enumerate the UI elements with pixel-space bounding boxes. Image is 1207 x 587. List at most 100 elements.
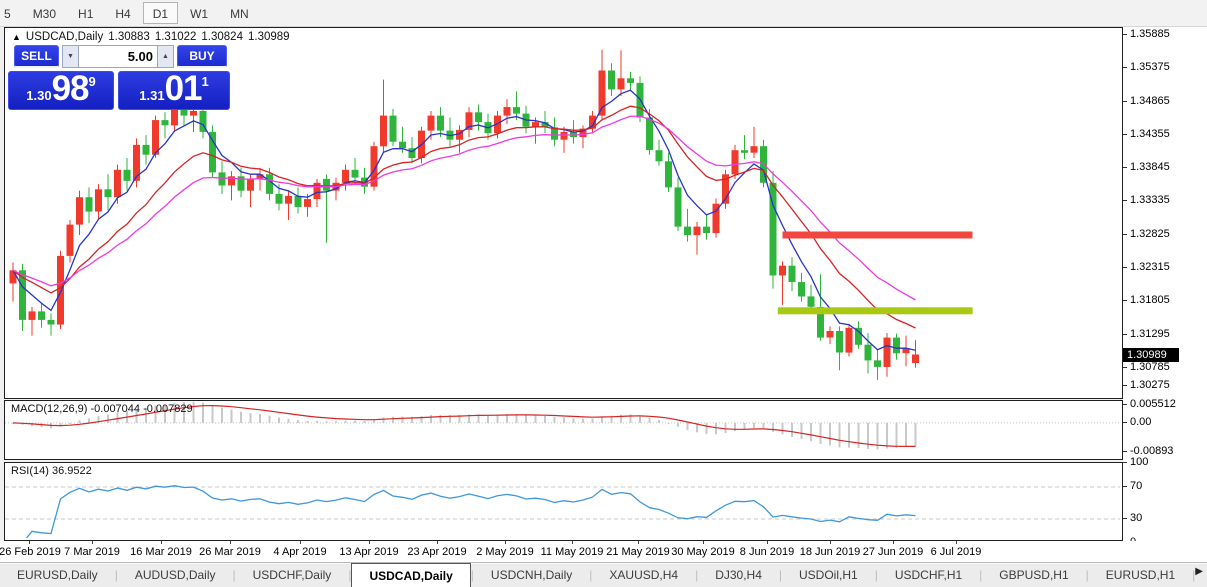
tab-usdchf-daily[interactable]: USDCHF,Daily bbox=[252, 568, 332, 582]
volume-up-button[interactable]: ▲ bbox=[157, 45, 174, 68]
timeframe-button-m30[interactable]: M30 bbox=[23, 2, 66, 24]
date-label: 26 Feb 2019 bbox=[0, 546, 61, 558]
date-tick bbox=[161, 541, 162, 544]
buy-price-prefix: 1.31 bbox=[139, 88, 165, 103]
price-axis-label: 1.35885 bbox=[1123, 28, 1170, 40]
tab-separator: | bbox=[589, 568, 593, 582]
timeframe-button-h1[interactable]: H1 bbox=[68, 2, 103, 24]
price-axis-label: 1.34355 bbox=[1123, 128, 1170, 140]
tab-separator: | bbox=[778, 568, 783, 582]
collapse-icon[interactable]: ▲ bbox=[12, 32, 21, 42]
date-label: 30 May 2019 bbox=[671, 546, 735, 558]
date-tick bbox=[29, 541, 30, 544]
buy-price-display[interactable]: 1.31 01 1 bbox=[118, 71, 230, 110]
chart-window[interactable]: ▲ USDCAD,Daily 1.30883 1.31022 1.30824 1… bbox=[4, 27, 1123, 399]
chart-tabs: EURUSD,Daily | AUDUSD,Daily | USDCHF,Daily | U… bbox=[0, 562, 1207, 587]
macd-label: MACD(12,26,9) -0.007044 -0.007829 bbox=[11, 403, 193, 415]
date-label: 23 Apr 2019 bbox=[407, 546, 467, 558]
rsi-indicator-window[interactable]: RSI(14) 36.9522 bbox=[4, 462, 1123, 541]
current-price-tag: 1.30989 bbox=[1123, 347, 1179, 362]
date-tick bbox=[300, 541, 301, 544]
timeframe-toolbar: 5 M30 H1 H4 D1 W1 MN bbox=[0, 0, 1207, 27]
rsi-axis-label: 30 bbox=[1123, 512, 1142, 524]
macd-indicator-window[interactable]: MACD(12,26,9) -0.007044 -0.007829 bbox=[4, 400, 1123, 460]
tab-separator: | bbox=[470, 568, 474, 582]
date-tick bbox=[638, 541, 639, 544]
date-label: 26 Mar 2019 bbox=[199, 546, 261, 558]
date-tick bbox=[703, 541, 704, 544]
price-axis-label: 1.31295 bbox=[1123, 328, 1170, 340]
date-label: 2 May 2019 bbox=[476, 546, 534, 558]
rsi-axis-label: 70 bbox=[1123, 480, 1142, 492]
buy-button[interactable]: BUY bbox=[177, 45, 227, 68]
date-label: 13 Apr 2019 bbox=[339, 546, 399, 558]
timeframe-button-mn[interactable]: MN bbox=[220, 2, 259, 24]
tab-scroll-right-icon[interactable]: ▶ bbox=[1195, 566, 1203, 577]
tab-gbpusd-h1[interactable]: GBPUSD,H1 bbox=[999, 568, 1069, 582]
tab-audusd-daily[interactable]: AUDUSD,Daily bbox=[134, 568, 216, 582]
ohlc-high: 1.31022 bbox=[154, 31, 197, 43]
tab-eurusd-h1[interactable]: EURUSD,H1 bbox=[1105, 568, 1176, 582]
date-tick bbox=[230, 541, 231, 544]
sell-price-sup: 9 bbox=[88, 74, 96, 89]
ohlc-open: 1.30883 bbox=[108, 31, 150, 43]
ohlc-low: 1.30824 bbox=[201, 31, 243, 43]
timeframe-button-5[interactable]: 5 bbox=[1, 2, 21, 24]
tab-separator: | bbox=[232, 568, 236, 582]
date-tick bbox=[92, 541, 93, 544]
date-tick bbox=[572, 541, 573, 544]
price-axis-label: 1.35375 bbox=[1123, 61, 1170, 73]
price-axis-label: 1.32315 bbox=[1123, 261, 1170, 273]
macd-canvas bbox=[5, 401, 1120, 450]
tab-usdcad-daily[interactable]: USDCAD,Daily bbox=[351, 563, 471, 587]
sell-price-display[interactable]: 1.30 98 9 bbox=[8, 71, 115, 110]
volume-input[interactable] bbox=[79, 45, 157, 68]
tab-xauusd-h4[interactable]: XAUUSD,H4 bbox=[609, 568, 679, 582]
rsi-canvas bbox=[5, 485, 1120, 538]
buy-price-sup: 1 bbox=[201, 74, 209, 89]
tab-dj30-h4[interactable]: DJ30,H4 bbox=[715, 568, 762, 582]
timeframe-button-d1[interactable]: D1 bbox=[142, 2, 179, 24]
date-label: 8 Jun 2019 bbox=[739, 546, 795, 558]
tab-separator: | bbox=[1192, 568, 1196, 582]
date-tick bbox=[767, 541, 768, 544]
tab-separator: | bbox=[695, 568, 699, 582]
sell-price-prefix: 1.30 bbox=[26, 88, 52, 103]
tab-separator: | bbox=[114, 568, 118, 582]
macd-axis-label: -0.00893 bbox=[1123, 445, 1173, 457]
date-label: 27 Jun 2019 bbox=[862, 546, 924, 558]
date-label: 6 Jul 2019 bbox=[930, 546, 982, 558]
rsi-axis-label: 100 bbox=[1123, 456, 1148, 468]
tab-separator: | bbox=[1085, 568, 1089, 582]
price-axis-label: 1.30275 bbox=[1123, 379, 1170, 391]
date-tick bbox=[437, 541, 438, 544]
tab-usdcnh-daily[interactable]: USDCNH,Daily bbox=[490, 568, 573, 582]
date-tick bbox=[956, 541, 957, 544]
date-label: 11 May 2019 bbox=[540, 546, 604, 558]
price-axis-label: 1.32825 bbox=[1123, 228, 1170, 240]
sell-button[interactable]: SELL bbox=[14, 45, 59, 68]
price-axis-label: 1.33845 bbox=[1123, 161, 1170, 173]
date-tick bbox=[369, 541, 370, 544]
tab-separator: | bbox=[348, 568, 352, 582]
tab-eurusd-daily[interactable]: EURUSD,Daily bbox=[17, 568, 98, 582]
date-label: 7 Mar 2019 bbox=[64, 546, 120, 558]
volume-down-button[interactable]: ▼ bbox=[62, 45, 79, 68]
time-axis[interactable]: 26 Feb 2019 7 Mar 2019 16 Mar 2019 26 Mar 2… bbox=[0, 541, 1207, 562]
date-label: 21 May 2019 bbox=[606, 546, 670, 558]
macd-axis-label: 0.005512 bbox=[1123, 398, 1176, 410]
timeframe-button-h4[interactable]: H4 bbox=[105, 2, 140, 24]
chart-header: ▲ USDCAD,Daily 1.30883 1.31022 1.30824 1… bbox=[12, 31, 290, 43]
timeframe-button-w1[interactable]: W1 bbox=[180, 2, 218, 24]
tab-usdoil-h1[interactable]: USDOil,H1 bbox=[799, 568, 858, 582]
price-axis-label: 1.31805 bbox=[1123, 294, 1170, 306]
rsi-label: RSI(14) 36.9522 bbox=[11, 465, 92, 477]
buy-price-big: 01 bbox=[164, 69, 203, 108]
price-axis[interactable]: 1.35885 1.35375 1.34865 1.34355 1.33845 1.333… bbox=[1123, 27, 1207, 562]
tab-separator: | bbox=[874, 568, 878, 582]
ohlc-close: 1.30989 bbox=[247, 31, 290, 43]
date-label: 16 Mar 2019 bbox=[130, 546, 192, 558]
tab-usdchf-h1[interactable]: USDCHF,H1 bbox=[894, 568, 963, 582]
date-label: 18 Jun 2019 bbox=[799, 546, 861, 558]
